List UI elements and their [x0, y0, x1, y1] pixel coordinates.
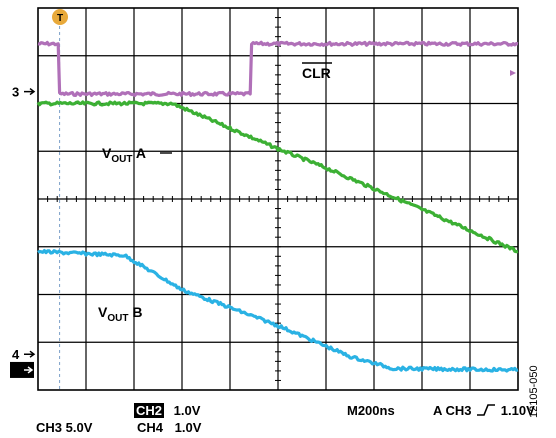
figure-id: 12105-050	[528, 365, 540, 418]
footer-ch3: CH3 5.0V	[36, 420, 93, 435]
trigger-position-marker: T	[52, 9, 68, 25]
channel-marker-arrow	[24, 87, 36, 96]
ch4-value: 1.0V	[174, 420, 202, 435]
plot-frame	[37, 7, 519, 391]
channel-marker-arrow	[24, 350, 36, 358]
ch4-tag: CH4	[137, 420, 164, 435]
plot-grid	[37, 7, 519, 391]
channel-marker-label: 3	[12, 85, 19, 100]
footer-timebase: M200ns	[347, 403, 395, 418]
trace-3	[37, 249, 519, 373]
channel-marker-label: 4	[12, 347, 20, 362]
clr-ref-marker	[510, 70, 516, 76]
footer-ch2: CH2 1.0V	[134, 403, 200, 418]
footer-trigger: A CH3 1.10V	[433, 403, 535, 418]
trigger-marker-text: T	[57, 13, 63, 24]
trace-2	[36, 100, 519, 254]
trace-1	[37, 40, 519, 98]
trace-layer	[36, 40, 519, 373]
trigger-level: 1.10V	[500, 403, 535, 418]
channel-marker-arrow	[24, 366, 34, 374]
footer-ch4: CH4 1.0V	[137, 420, 201, 435]
channel-markers: 3 42	[10, 70, 516, 378]
rising-edge-icon	[477, 404, 496, 416]
channel-marker-bg	[10, 361, 34, 378]
trigger-source: A CH3	[433, 403, 472, 418]
ch2-tag: CH2	[134, 403, 165, 418]
vout-a-label: VOUT A	[102, 145, 146, 165]
vout-b-label: VOUT B	[98, 304, 142, 324]
channel-marker-label: 2	[14, 363, 21, 378]
clr-label: CLR	[302, 65, 331, 81]
ch2-value: 1.0V	[173, 403, 201, 418]
